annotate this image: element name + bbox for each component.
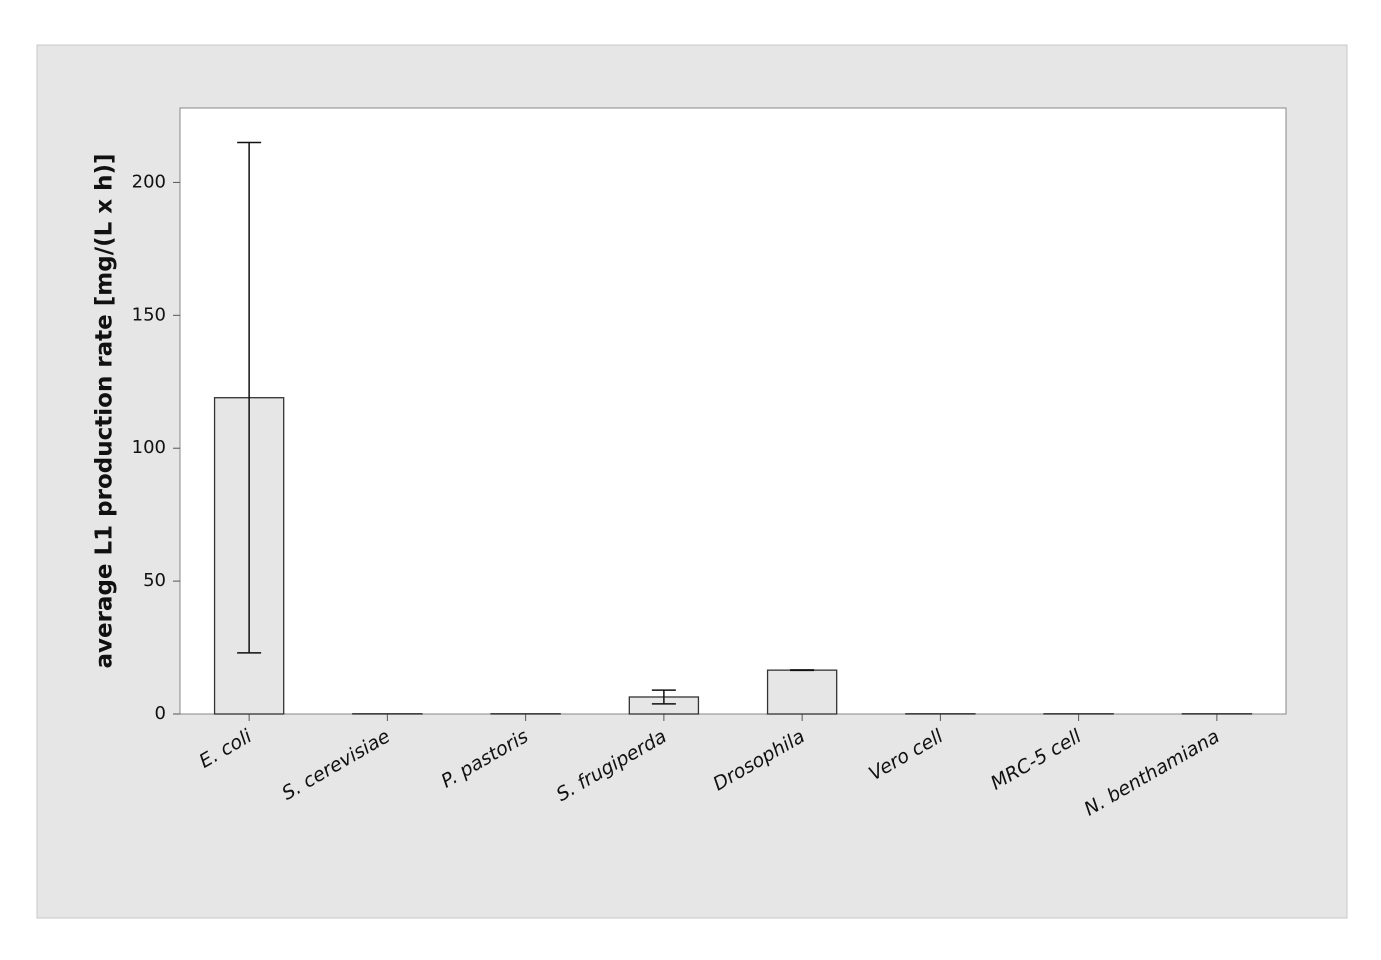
- y-tick-label: 0: [155, 703, 166, 724]
- error-bar: [790, 669, 815, 672]
- error-bar: [237, 141, 262, 654]
- plot-area: [179, 107, 1287, 715]
- y-tick-label: 100: [132, 437, 166, 458]
- error-bar: [651, 689, 676, 705]
- y-axis-label: average L1 production rate [mg/(L x h)]: [92, 153, 118, 668]
- y-tick-label: 150: [132, 304, 166, 325]
- y-tick-label: 200: [132, 171, 166, 192]
- bar: [766, 669, 838, 715]
- y-tick-label: 50: [143, 570, 166, 591]
